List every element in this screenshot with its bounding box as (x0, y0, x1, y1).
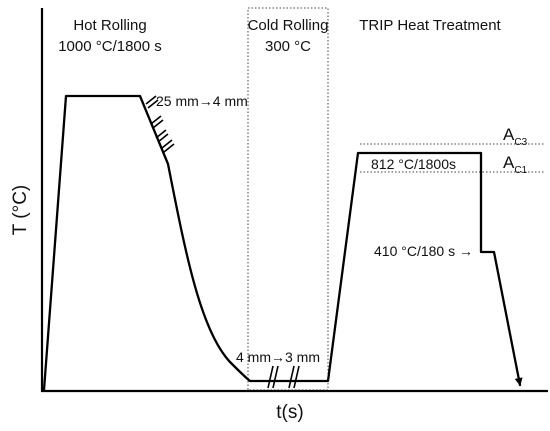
hot-rolling-condition: 1000 °C/1800 s (58, 38, 162, 55)
processing-curve (42, 94, 523, 392)
y-axis-label: T (°C) (10, 185, 31, 236)
bainitic-hold-label: 410 °C/180 s → (374, 243, 473, 259)
cold-rolling-break-marks (267, 365, 300, 389)
ac1-label: AC1 (503, 153, 528, 176)
intercritical-label: 812 °C/1800s (371, 156, 456, 172)
hot-rolling-title: Hot Rolling (73, 17, 146, 34)
cold-rolling-zone (247, 7, 329, 391)
cold-rolling-condition: 300 °C (265, 38, 311, 55)
hot-rolling-break-marks (145, 95, 175, 153)
x-axis-label: t(s) (276, 402, 303, 423)
trip-heat-treatment-title: TRIP Heat Treatment (359, 17, 501, 34)
ac3-label: AC3 (503, 125, 528, 148)
cold-reduction-label: 4 mm→3 mm (236, 349, 320, 365)
hot-reduction-label: 25 mm→4 mm (156, 93, 248, 109)
cold-rolling-title: Cold Rolling (248, 17, 329, 34)
